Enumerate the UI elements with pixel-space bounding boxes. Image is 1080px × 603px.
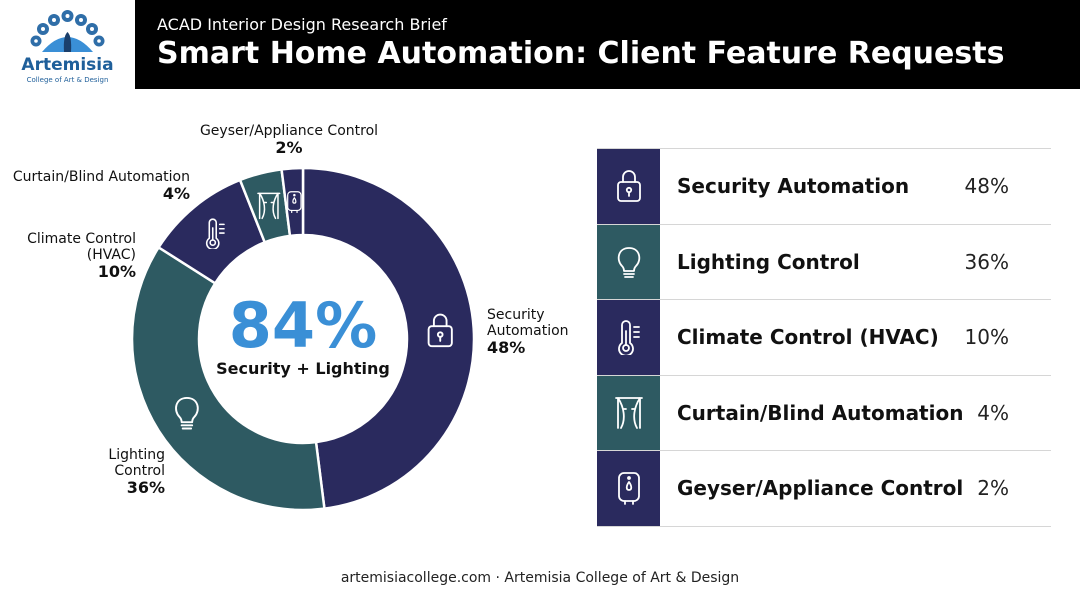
slice-label-4: Curtain/Blind Automation 4% [13, 169, 190, 203]
donut-slice-1 [301, 166, 476, 511]
legend-row-curtain: Curtain/Blind Automation 4% [597, 375, 1051, 452]
curtain-icon [615, 396, 643, 429]
legend-value: 36% [964, 249, 1009, 274]
lightbulb-icon [617, 246, 641, 278]
legend-table: Security Automation 48% Lighting Control… [597, 148, 1051, 527]
header-kicker: ACAD Interior Design Research Brief [157, 15, 447, 34]
slice-label-5: Geyser/Appliance Control 2% [200, 123, 378, 157]
legend-name: Geyser/Appliance Control [677, 476, 964, 501]
legend-row-geyser: Geyser/Appliance Control 2% [597, 451, 1051, 527]
legend-name: Curtain/Blind Automation [677, 400, 964, 425]
donut-slice-labels: Security Automation 48% Lighting Control 36% C… [13, 123, 569, 497]
college-tagline: College of Art & Design [26, 76, 109, 84]
center-label: Security + Lighting [216, 359, 390, 378]
slice-icon-4 [257, 192, 281, 220]
donut-slice-icons [175, 191, 453, 430]
legend-name: Climate Control (HVAC) [677, 325, 939, 350]
legend-row-lighting: Lighting Control 36% [597, 224, 1051, 301]
curtain-icon [257, 192, 281, 220]
legend-value: 4% [977, 400, 1009, 425]
legend-icon-box [597, 375, 660, 451]
footer-text: artemisiacollege.com · Artemisia College… [340, 570, 740, 586]
slice-label-3: Climate Control (HVAC) 10% [27, 231, 136, 281]
lock-icon [427, 313, 453, 348]
slice-icon-2 [175, 396, 199, 430]
college-name: Artemisia [21, 55, 114, 75]
legend-icon-box [597, 149, 660, 224]
donut-slices [130, 166, 476, 512]
legend-icon-box [597, 224, 660, 300]
legend-row-security: Security Automation 48% [597, 148, 1051, 225]
lock-icon [617, 170, 641, 202]
legend-row-climate: Climate Control (HVAC) 10% [597, 300, 1051, 376]
water-heater-icon [618, 472, 640, 506]
slice-icon-1 [427, 313, 453, 348]
legend-value: 2% [977, 476, 1009, 501]
legend-name: Security Automation [677, 174, 910, 198]
legend-name: Lighting Control [677, 249, 860, 274]
donut-chart: Security Automation 48% Lighting Control 36% C… [13, 123, 569, 512]
legend-icon-box [597, 451, 660, 526]
legend-value: 10% [964, 325, 1009, 350]
peacock-logo-icon [30, 10, 105, 52]
college-logo: Artemisia College of Art & Design [0, 0, 135, 89]
donut-slice-2 [130, 245, 326, 512]
legend-value: 48% [964, 174, 1009, 198]
slice-icon-3 [205, 218, 225, 250]
water-heater-icon [287, 191, 302, 214]
page-title: Smart Home Automation: Client Feature Re… [157, 36, 1005, 71]
slice-label-2: Lighting Control 36% [108, 447, 165, 497]
thermometer-icon [205, 218, 225, 250]
donut-slice-5 [280, 166, 305, 238]
slice-label-1: Security Automation 48% [487, 307, 569, 357]
thermometer-icon [618, 320, 640, 356]
slice-icon-5 [287, 191, 302, 214]
legend-icon-box [597, 300, 660, 375]
header-bar: ACAD Interior Design Research Brief Smar… [135, 0, 1080, 89]
center-value: 84% [229, 289, 377, 362]
lightbulb-icon [175, 396, 199, 430]
